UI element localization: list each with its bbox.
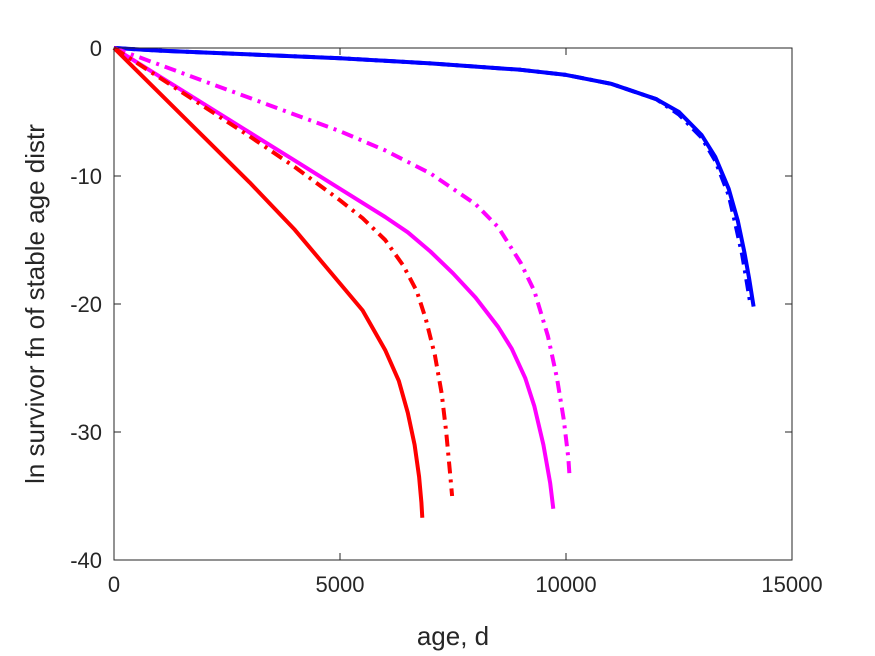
ticks-layer: 0 5000 10000 15000 -40 -30 -20 -10 0: [70, 36, 822, 597]
series-line-6: [112, 46, 425, 518]
series-line-4: [112, 46, 556, 510]
y-tick-label: -30: [70, 420, 102, 445]
y-tick-label: 0: [90, 36, 102, 61]
y-axis-label: ln survivor fn of stable age distr: [20, 124, 50, 484]
series-line-3: [113, 46, 572, 477]
x-axis-label: age, d: [417, 621, 489, 651]
series-line-2: [113, 46, 753, 305]
x-tick-label: 0: [108, 572, 120, 597]
plot-area: [114, 48, 792, 560]
series-layer: [112, 46, 756, 518]
x-tick-label: 15000: [761, 572, 822, 597]
y-tick-label: -40: [70, 548, 102, 573]
x-tick-label: 10000: [535, 572, 596, 597]
series-line-5: [112, 46, 455, 497]
x-tick-label: 5000: [316, 572, 365, 597]
y-tick-label: -10: [70, 164, 102, 189]
y-tick-label: -20: [70, 292, 102, 317]
